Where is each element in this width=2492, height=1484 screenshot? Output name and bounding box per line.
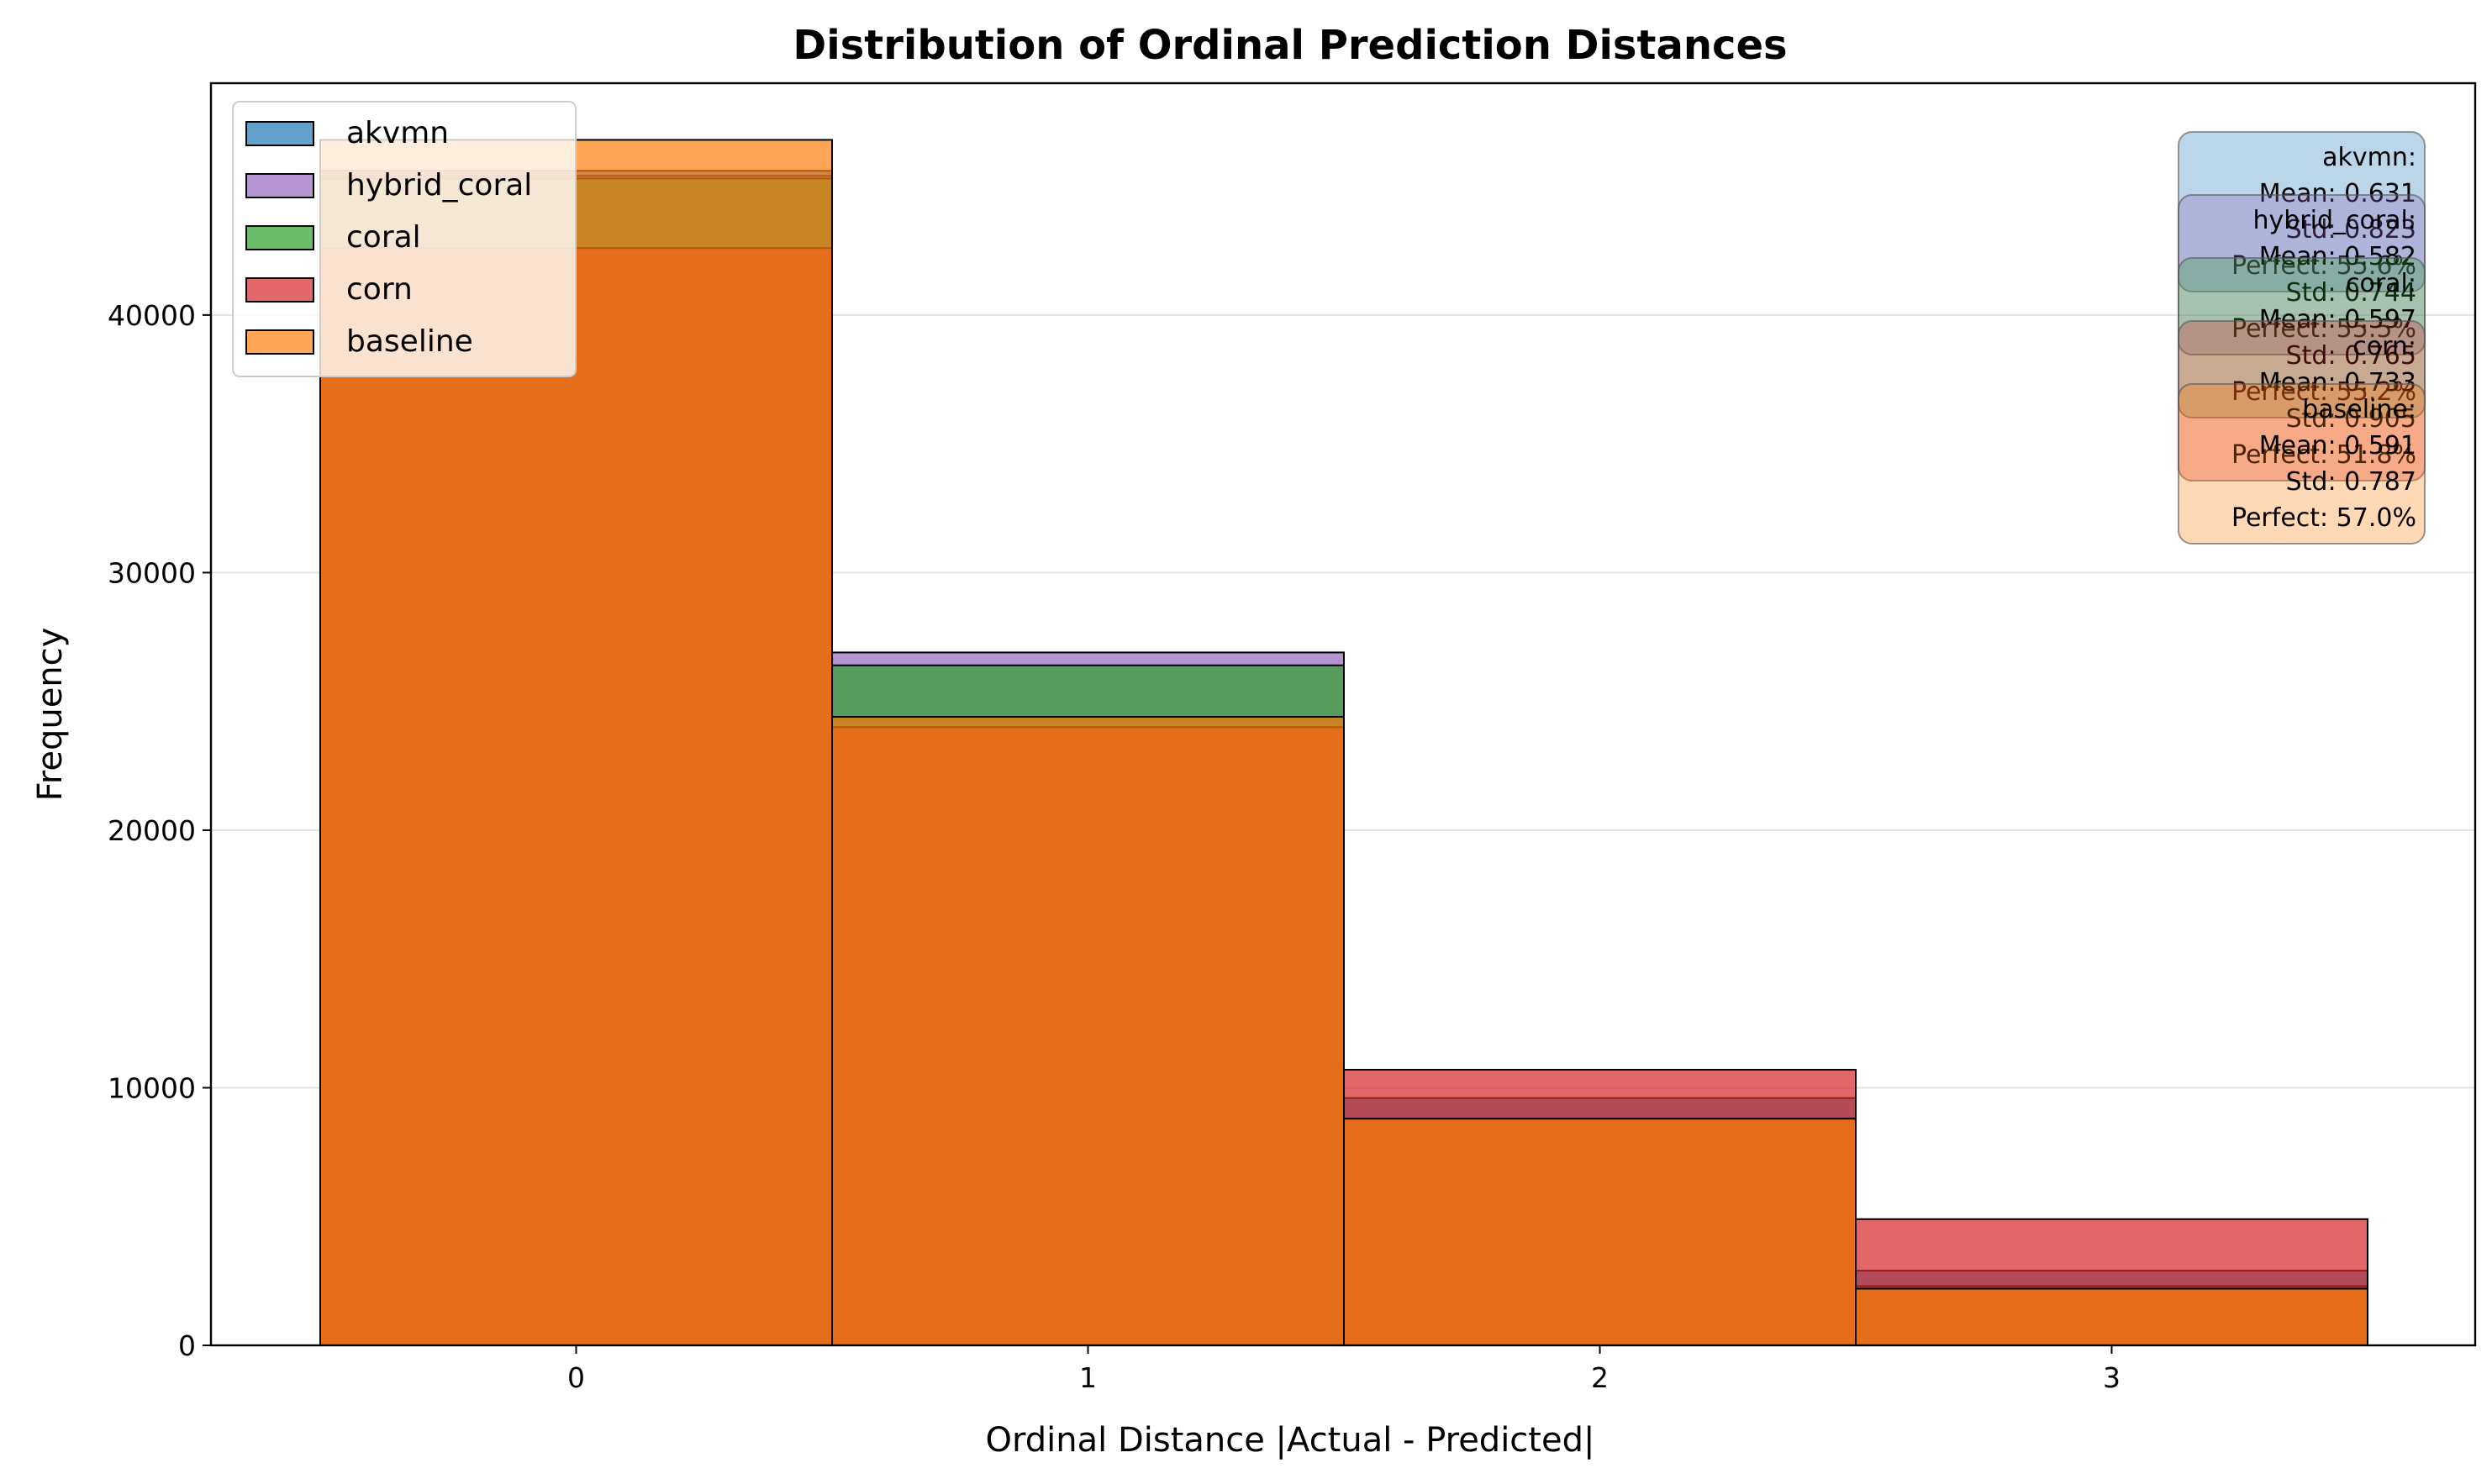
legend-swatch-hybrid_coral [245,173,314,198]
stats-line: Perfect: 55.5% [2231,314,2416,344]
stats-line: akvmn: [2322,143,2416,172]
stats-line: Std: 0.823 [2286,215,2416,245]
x-tick-label: 0 [567,1361,585,1394]
y-tick-label: 20000 [108,814,196,847]
y-tick-label: 40000 [108,299,196,332]
stats-line: Perfect: 51.8% [2231,440,2416,470]
stats-line: Perfect: 55.6% [2231,251,2416,281]
stats-box-coral: coral: Mean: 0.597 Std: 0.765 Perfect: 55.2… [2178,257,2426,418]
bars [319,139,2368,1347]
stats-box-background [2178,383,2426,545]
stats-box-akvmn: akvmn: Mean: 0.631 Std: 0.823 Perfect: 55.6… [2178,131,2426,292]
stats-line: hybrid_coral: [2252,206,2416,235]
x-tick-label: 2 [1591,1361,1609,1394]
stats-line: Mean: 0.597 [2259,305,2416,334]
y-tick-label: 10000 [108,1071,196,1104]
stats-line: Mean: 0.591 [2259,431,2416,460]
series-baseline [319,139,2368,1346]
stats-line: corn: [2352,332,2416,361]
legend-swatch-coral [245,225,314,250]
stats-line: Std: 0.765 [2286,341,2416,371]
stats-line: Mean: 0.733 [2259,368,2416,397]
x-axis-label: Ordinal Distance |Actual - Predicted| [986,1421,1595,1460]
stats-line: Std: 0.787 [2286,467,2416,497]
x-axis-ticks: 0 1 2 3 [567,1345,2121,1394]
bar-baseline-1 [831,716,1345,1346]
stats-line: Std: 0.905 [2286,404,2416,434]
stats-line: Mean: 0.631 [2259,179,2416,208]
y-tick-label: 0 [178,1329,196,1362]
statistics-boxes: akvmn: Mean: 0.631 Std: 0.823 Perfect: 55.6… [2178,131,2426,545]
legend-swatch-baseline [245,329,314,355]
bar-baseline-2 [1343,1118,1857,1346]
y-axis-label: Frequency [31,628,70,802]
chart-title: Distribution of Ordinal Prediction Dista… [793,22,1787,69]
legend-swatch-akvmn [245,121,314,146]
y-axis-ticks: 0 10000 20000 30000 40000 [108,299,211,1362]
stats-line: Perfect: 55.2% [2231,377,2416,407]
legend-swatch-corn [245,277,314,303]
stats-line: coral: [2346,269,2416,298]
stats-line: Perfect: 57.0% [2231,503,2416,533]
plot-frame [209,82,2477,1347]
legend-label-corn: corn [346,272,413,307]
legend-label-baseline: baseline [346,324,473,359]
stats-box-corn: corn: Mean: 0.733 Std: 0.905 Perfect: 51.8% [2178,320,2426,482]
legend-label-coral: coral [346,220,421,255]
y-tick-label: 30000 [108,556,196,589]
stats-line: baseline: [2302,395,2416,424]
stats-line: Std: 0.744 [2286,278,2416,308]
x-tick-label: 1 [1079,1361,1097,1394]
legend-label-akvmn: akvmn [346,116,449,150]
bar-baseline-3 [1855,1287,2368,1346]
legend-box [232,101,577,377]
legend-label-hybrid_coral: hybrid_coral [346,168,532,203]
stats-line: Mean: 0.582 [2259,242,2416,271]
x-tick-label: 3 [2103,1361,2121,1394]
